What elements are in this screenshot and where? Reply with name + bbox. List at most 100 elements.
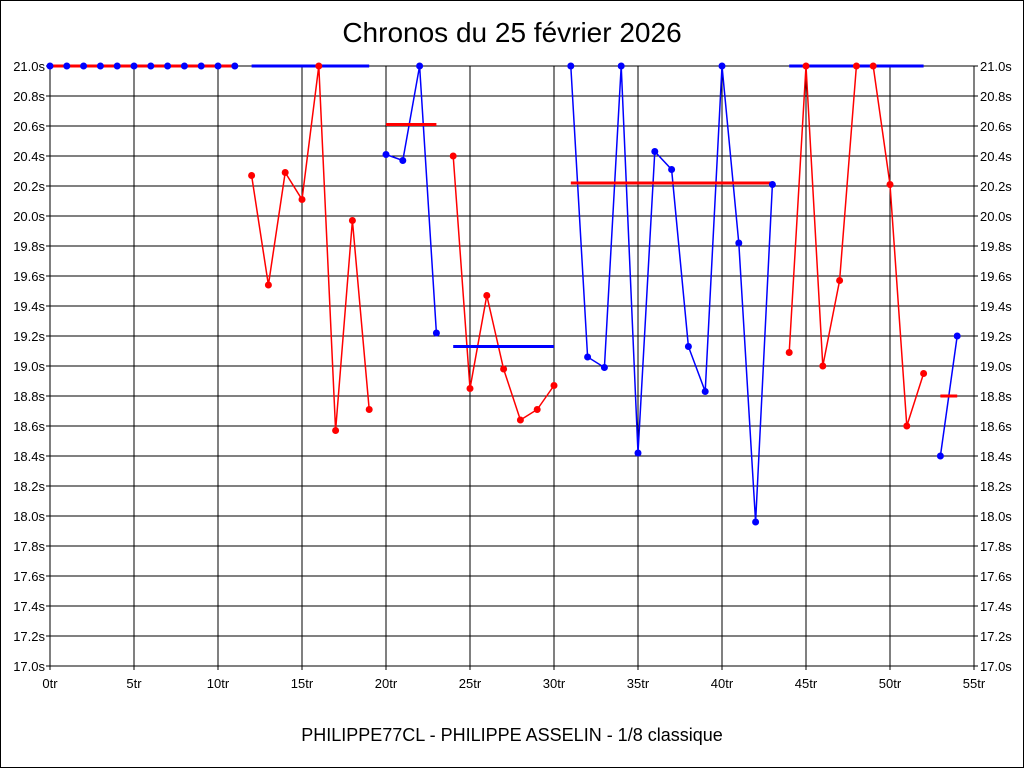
x-tick-label: 45tr xyxy=(795,676,818,691)
y-tick-label-right: 20.4s xyxy=(980,149,1012,164)
y-tick-label: 20.4s xyxy=(13,149,45,164)
data-point xyxy=(852,62,860,70)
y-tick-label-right: 17.4s xyxy=(980,599,1012,614)
data-point xyxy=(315,62,323,70)
data-point xyxy=(147,62,155,70)
y-tick-label: 20.0s xyxy=(13,209,45,224)
data-point xyxy=(248,172,256,179)
data-point xyxy=(332,427,340,434)
data-point xyxy=(399,157,407,164)
series-line-3 xyxy=(452,155,555,422)
y-tick-label-right: 19.0s xyxy=(980,359,1012,374)
data-point xyxy=(869,62,877,70)
data-point xyxy=(197,62,205,70)
data-point xyxy=(718,62,726,70)
series-line-4 xyxy=(570,65,774,523)
data-point xyxy=(886,181,894,188)
x-tick-label: 25tr xyxy=(459,676,482,691)
data-point xyxy=(668,166,676,173)
y-tick-label: 19.2s xyxy=(13,329,45,344)
data-point xyxy=(164,62,172,70)
data-point xyxy=(920,370,928,377)
data-point xyxy=(365,406,373,413)
y-tick-label: 19.0s xyxy=(13,359,45,374)
y-tick-label-right: 21.0s xyxy=(980,59,1012,74)
data-point xyxy=(382,151,390,158)
data-point xyxy=(46,62,54,70)
data-point xyxy=(63,62,71,70)
chart-subtitle: PHILIPPE77CL - PHILIPPE ASSELIN - 1/8 cl… xyxy=(301,725,723,745)
y-tick-label: 20.6s xyxy=(13,119,45,134)
data-point xyxy=(903,422,911,430)
data-point xyxy=(348,217,356,224)
y-tick-label: 18.6s xyxy=(13,419,45,434)
data-point xyxy=(113,62,121,70)
y-tick-label-right: 19.8s xyxy=(980,239,1012,254)
series-line-1 xyxy=(250,65,370,431)
y-tick-label: 19.4s xyxy=(13,299,45,314)
data-point xyxy=(533,406,541,413)
data-point xyxy=(449,152,457,160)
y-tick-label-right: 18.2s xyxy=(980,479,1012,494)
y-tick-label: 17.8s xyxy=(13,539,45,554)
y-tick-label: 21.0s xyxy=(13,59,45,74)
y-tick-label: 18.8s xyxy=(13,389,45,404)
y-tick-label-right: 19.2s xyxy=(980,329,1012,344)
y-tick-label-right: 17.6s xyxy=(980,569,1012,584)
y-tick-label: 17.0s xyxy=(13,659,45,674)
data-point xyxy=(231,62,239,70)
chart-title: Chronos du 25 février 2026 xyxy=(342,17,682,48)
x-tick-label: 35tr xyxy=(627,676,650,691)
data-point xyxy=(567,62,575,70)
data-point xyxy=(600,364,608,371)
data-point xyxy=(550,382,558,389)
data-point xyxy=(466,385,474,392)
y-tick-label-right: 20.2s xyxy=(980,179,1012,194)
data-point xyxy=(836,277,844,284)
data-point xyxy=(953,332,961,340)
data-point xyxy=(483,292,491,299)
data-point xyxy=(651,148,659,155)
y-tick-label: 18.4s xyxy=(13,449,45,464)
y-tick-label-right: 17.0s xyxy=(980,659,1012,674)
y-tick-label-right: 20.0s xyxy=(980,209,1012,224)
data-point xyxy=(432,329,440,337)
y-tick-label-right: 19.4s xyxy=(980,299,1012,314)
y-tick-label: 18.0s xyxy=(13,509,45,524)
data-point xyxy=(701,388,709,395)
y-tick-label-right: 18.8s xyxy=(980,389,1012,404)
x-tick-label: 15tr xyxy=(291,676,314,691)
data-point xyxy=(936,452,944,460)
x-tick-label: 55tr xyxy=(963,676,986,691)
data-point xyxy=(819,362,827,370)
y-tick-label-right: 18.4s xyxy=(980,449,1012,464)
data-point xyxy=(130,62,138,70)
data-point xyxy=(768,181,776,188)
y-tick-label-right: 18.6s xyxy=(980,419,1012,434)
y-tick-label: 20.2s xyxy=(13,179,45,194)
data-point xyxy=(214,62,222,70)
y-tick-label-right: 18.0s xyxy=(980,509,1012,524)
y-tick-label: 20.8s xyxy=(13,89,45,104)
x-tick-label: 20tr xyxy=(375,676,398,691)
x-tick-label: 10tr xyxy=(207,676,230,691)
x-tick-label: 5tr xyxy=(126,676,142,691)
data-point xyxy=(80,62,88,70)
data-point xyxy=(180,62,188,70)
data-point xyxy=(264,281,272,289)
y-tick-label: 17.2s xyxy=(13,629,45,644)
data-point xyxy=(634,449,642,457)
y-tick-label-right: 17.2s xyxy=(980,629,1012,644)
data-point xyxy=(516,416,524,424)
data-point xyxy=(684,343,692,350)
x-tick-label: 40tr xyxy=(711,676,734,691)
series-line-2 xyxy=(385,65,438,334)
x-tick-label: 0tr xyxy=(42,676,58,691)
y-tick-label-right: 19.6s xyxy=(980,269,1012,284)
data-point xyxy=(500,365,508,373)
y-tick-label-right: 17.8s xyxy=(980,539,1012,554)
y-tick-label-right: 20.6s xyxy=(980,119,1012,134)
data-point xyxy=(96,62,104,70)
